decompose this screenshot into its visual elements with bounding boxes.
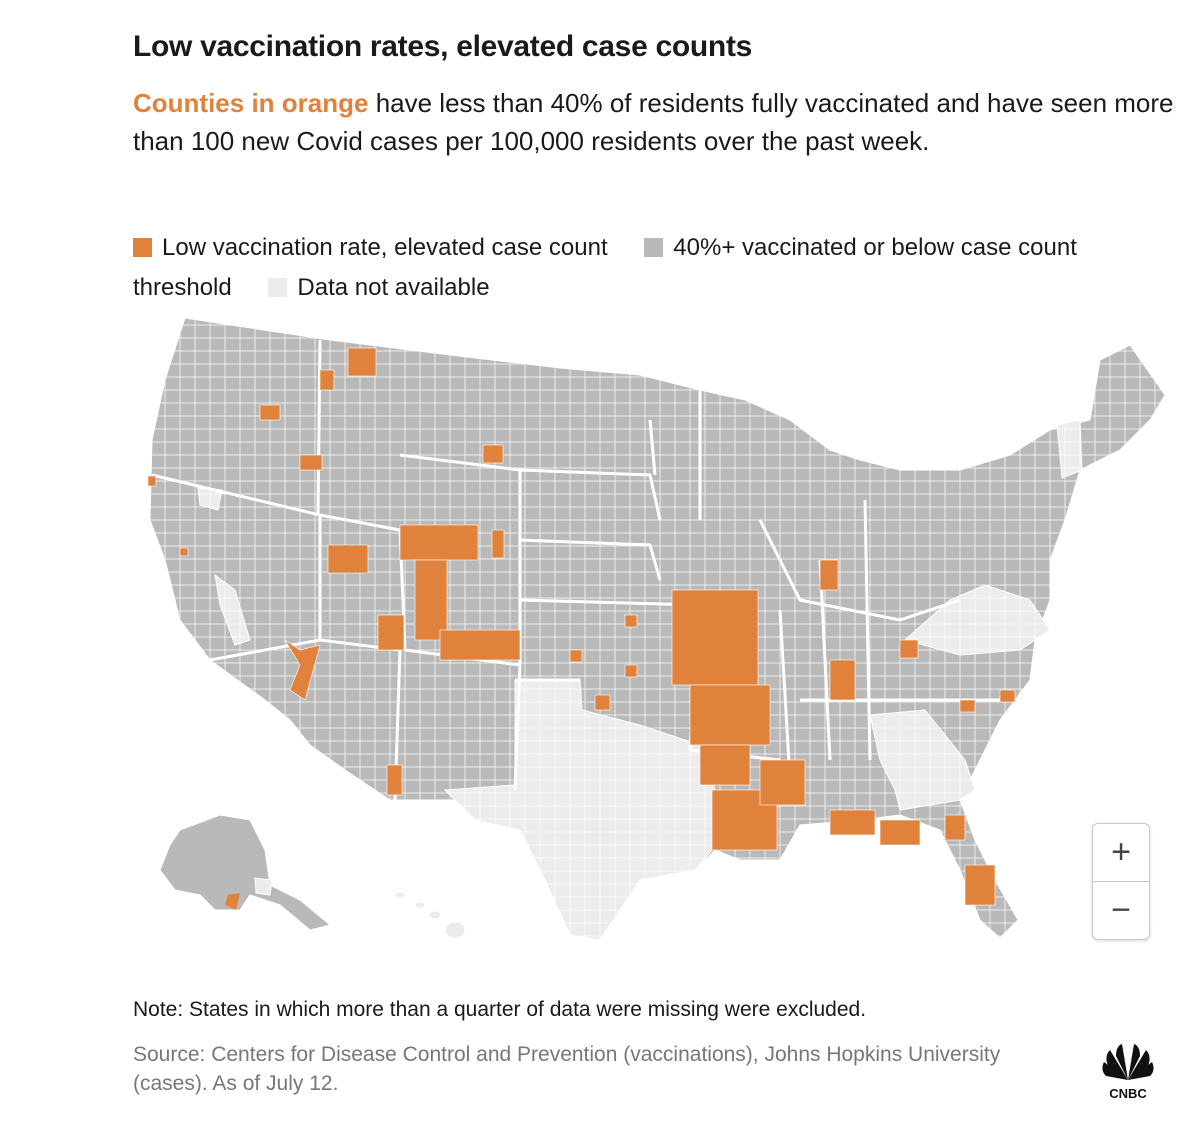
legend-label: 40%+ vaccinated or below case count thre… [133,234,1077,301]
county-grid [150,318,1165,940]
zoom-in-button[interactable]: + [1093,824,1149,882]
legend-swatch-gray [644,238,664,257]
alaska[interactable] [159,814,332,931]
hawaii[interactable] [394,891,466,939]
states-layer [147,317,1166,941]
chart-note: Note: States in which more than a quarte… [133,998,867,1021]
legend-item-low-vaccination: Low vaccination rate, elevated case coun… [133,234,608,261]
chart-title: Low vaccination rates, elevated case cou… [133,30,753,63]
legend-swatch-orange [133,238,152,257]
orange-counties [147,347,1016,906]
subtitle-text: have less than 40% of residents fully va… [133,88,1174,156]
legend-item-no-data: Data not available [268,274,490,301]
alaska-orange[interactable] [225,893,240,910]
cnbc-peacock-logo: CNBC [1102,1044,1154,1100]
chart-source: Source: Centers for Disease Control and … [133,1043,1001,1095]
logo-wordmark: CNBC [1109,1086,1147,1100]
legend-label: Data not available [297,274,490,301]
zoom-control: + − [1092,823,1150,940]
subtitle-highlight: Counties in orange [133,88,369,118]
legend-label: Low vaccination rate, elevated case coun… [162,234,608,261]
alaska-na[interactable] [254,877,273,896]
zoom-out-button[interactable]: − [1111,891,1131,929]
us-county-map[interactable] [130,305,1180,965]
chart-subtitle: Counties in orange have less than 40% of… [133,84,1178,160]
legend: Low vaccination rate, elevated case coun… [133,228,1143,308]
legend-item-vaccinated: 40%+ vaccinated or below case count thre… [133,234,1077,301]
legend-swatch-light [268,278,288,297]
